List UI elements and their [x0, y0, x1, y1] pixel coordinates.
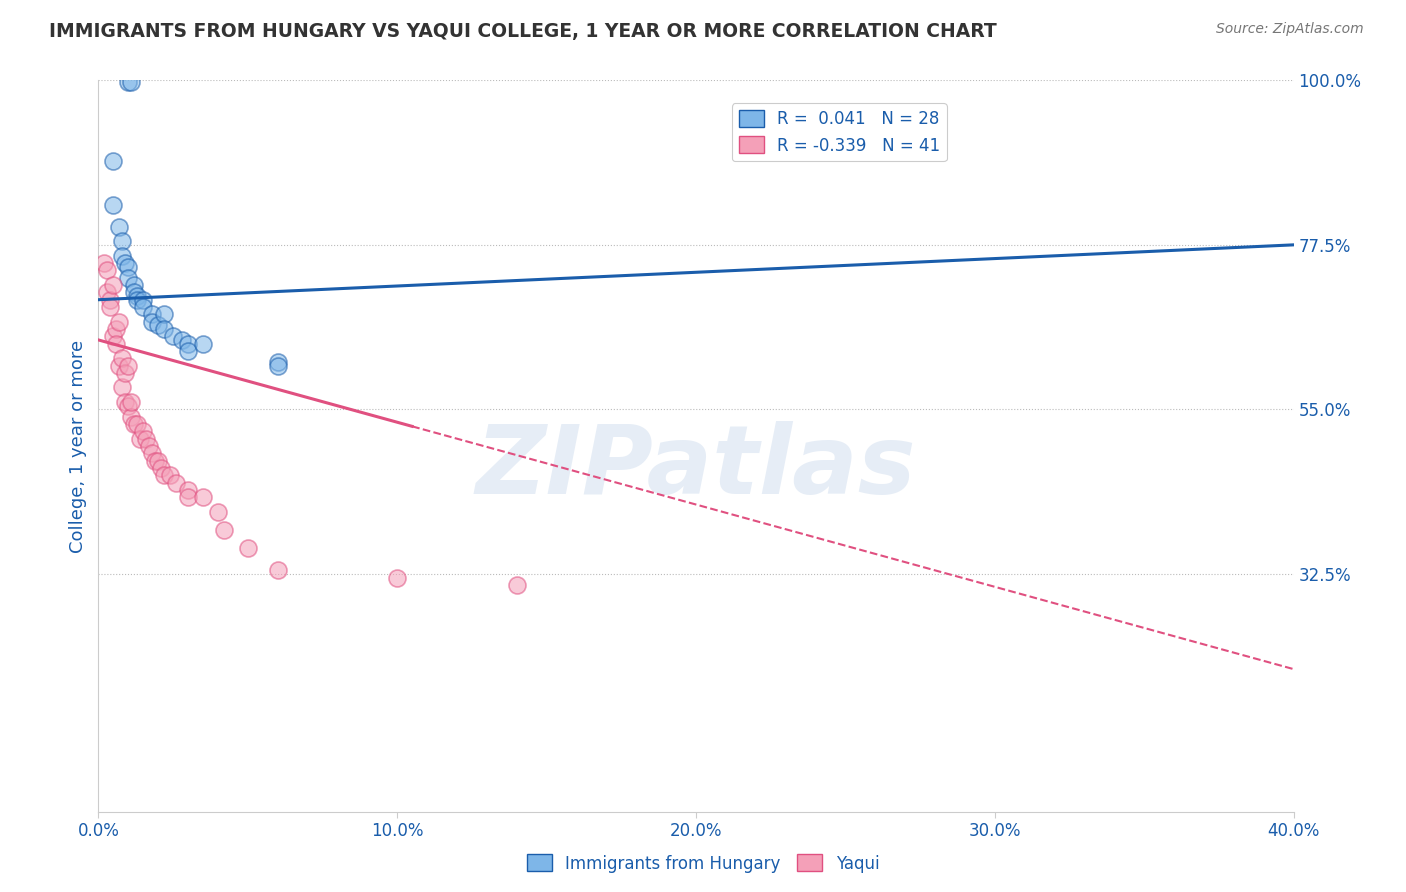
- Point: [138, 439, 160, 453]
- Point: [267, 359, 290, 373]
- Point: [153, 468, 176, 483]
- Point: [108, 315, 131, 329]
- Point: [124, 278, 146, 293]
- Text: Source: ZipAtlas.com: Source: ZipAtlas.com: [1216, 22, 1364, 37]
- Point: [111, 380, 134, 394]
- Point: [96, 263, 118, 277]
- Point: [129, 432, 152, 446]
- Point: [98, 300, 122, 314]
- Point: [212, 523, 235, 537]
- Point: [135, 432, 157, 446]
- Point: [103, 153, 125, 168]
- Point: [108, 359, 131, 373]
- Point: [124, 417, 146, 431]
- Point: [236, 541, 259, 556]
- Point: [96, 285, 118, 300]
- Point: [141, 315, 163, 329]
- Point: [103, 278, 125, 293]
- Point: [132, 425, 155, 439]
- Point: [191, 336, 214, 351]
- Point: [111, 249, 134, 263]
- Point: [141, 446, 163, 460]
- Point: [93, 256, 115, 270]
- Point: [177, 490, 200, 504]
- Point: [105, 336, 128, 351]
- Point: [124, 285, 146, 300]
- Point: [177, 336, 200, 351]
- Point: [103, 329, 125, 343]
- Point: [153, 307, 176, 321]
- Y-axis label: College, 1 year or more: College, 1 year or more: [69, 340, 87, 552]
- Point: [267, 355, 290, 369]
- Point: [177, 343, 200, 358]
- Point: [207, 505, 229, 519]
- Point: [143, 453, 166, 467]
- Point: [177, 483, 200, 497]
- Point: [191, 490, 214, 504]
- Point: [120, 75, 142, 89]
- Point: [148, 453, 170, 467]
- Point: [385, 571, 409, 585]
- Point: [111, 351, 134, 366]
- Point: [120, 409, 142, 424]
- Point: [117, 270, 139, 285]
- Point: [127, 289, 149, 303]
- Point: [127, 417, 149, 431]
- Point: [132, 293, 155, 307]
- Legend: R =  0.041   N = 28, R = -0.339   N = 41: R = 0.041 N = 28, R = -0.339 N = 41: [733, 103, 946, 161]
- Point: [120, 395, 142, 409]
- Point: [111, 234, 134, 248]
- Point: [114, 366, 136, 380]
- Point: [267, 563, 290, 577]
- Point: [114, 256, 136, 270]
- Point: [148, 318, 170, 333]
- Text: ZIPatlas: ZIPatlas: [475, 421, 917, 515]
- Point: [150, 461, 173, 475]
- Point: [117, 359, 139, 373]
- Point: [114, 395, 136, 409]
- Point: [117, 75, 139, 89]
- Point: [132, 300, 155, 314]
- Point: [162, 329, 184, 343]
- Point: [141, 307, 163, 321]
- Point: [105, 322, 128, 336]
- Legend: Immigrants from Hungary, Yaqui: Immigrants from Hungary, Yaqui: [520, 847, 886, 880]
- Point: [117, 260, 139, 274]
- Point: [506, 578, 529, 592]
- Point: [165, 475, 187, 490]
- Point: [103, 197, 125, 211]
- Point: [117, 399, 139, 413]
- Point: [127, 293, 149, 307]
- Text: IMMIGRANTS FROM HUNGARY VS YAQUI COLLEGE, 1 YEAR OR MORE CORRELATION CHART: IMMIGRANTS FROM HUNGARY VS YAQUI COLLEGE…: [49, 22, 997, 41]
- Point: [108, 219, 131, 234]
- Point: [98, 293, 122, 307]
- Point: [153, 322, 176, 336]
- Point: [172, 333, 194, 347]
- Point: [159, 468, 181, 483]
